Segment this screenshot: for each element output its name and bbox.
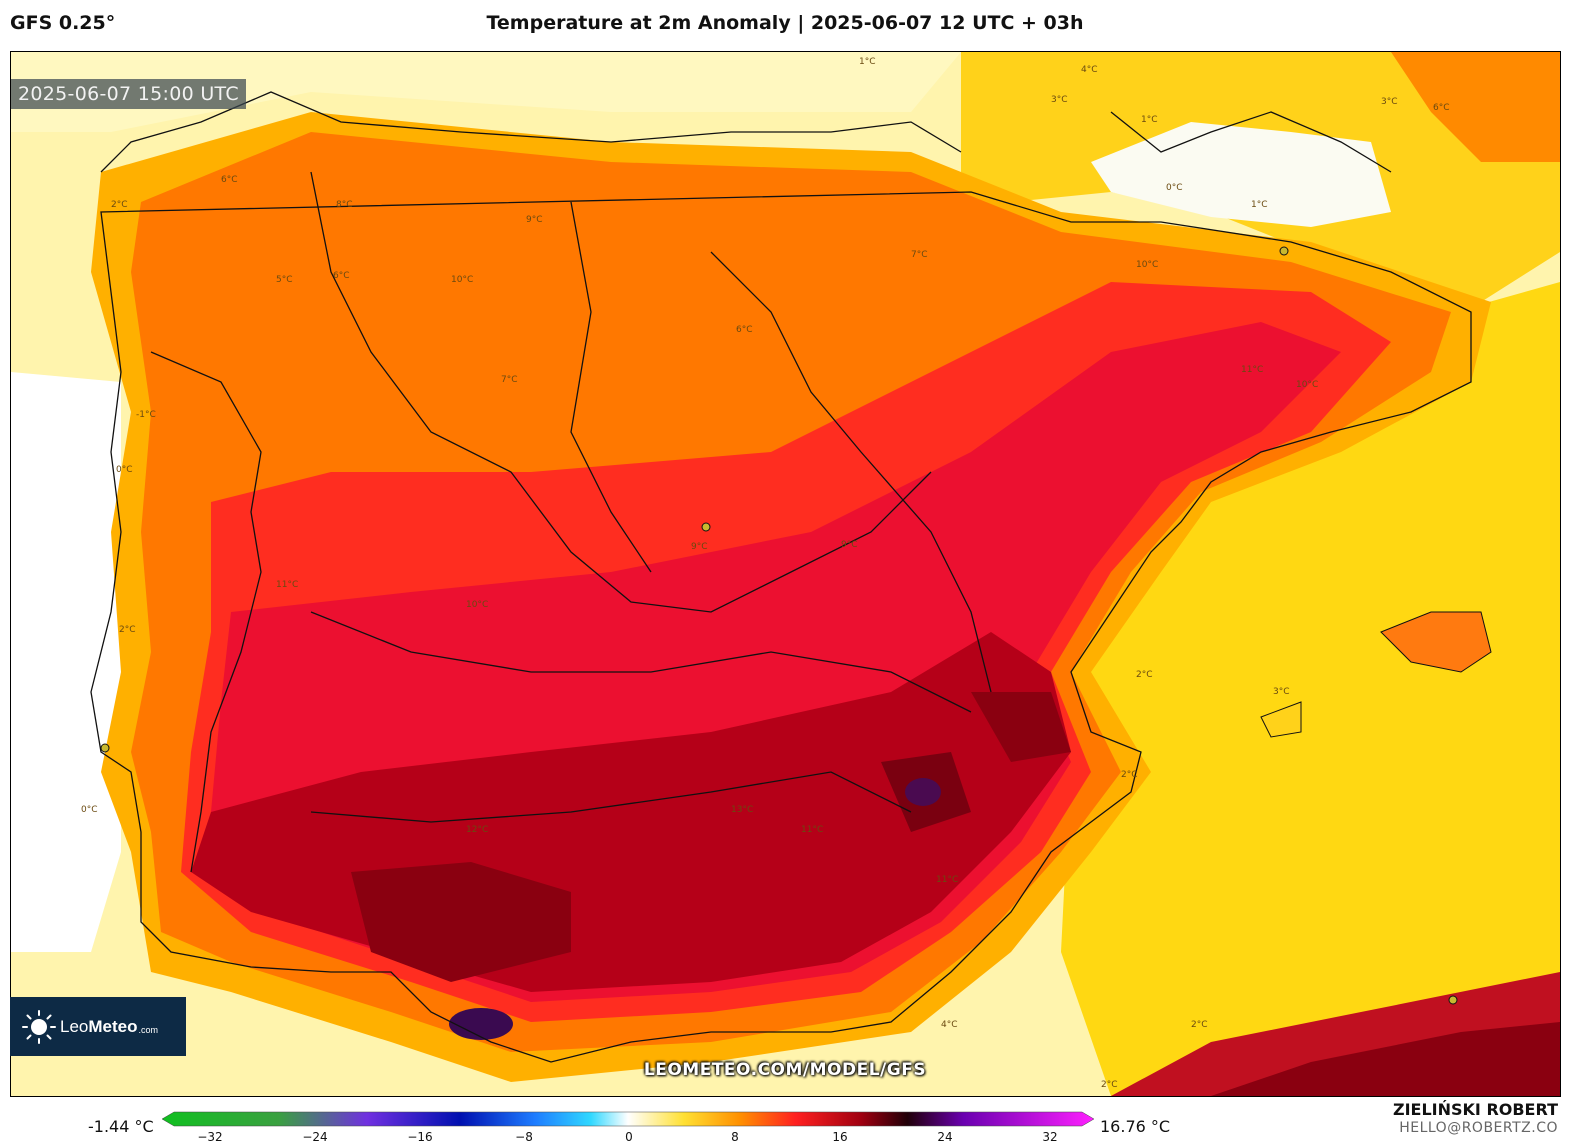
map-panel[interactable]: 1°C 4°C 3°C 1°C 0°C 1°C 6°C 2°C 5°C 6°C … <box>10 51 1561 1097</box>
contour-label: 1°C <box>1141 115 1158 125</box>
colorbar-tick: 0 <box>625 1130 633 1144</box>
contour-labels: 1°C 4°C 3°C 1°C 0°C 1°C 6°C 2°C 5°C 6°C … <box>81 57 1450 1090</box>
contour-label: 7°C <box>501 375 518 385</box>
brand-light: Leo <box>60 1016 89 1036</box>
model-label: GFS 0.25° <box>10 12 116 34</box>
contour-label: 10°C <box>466 600 488 610</box>
contour-label: 8°C <box>336 200 353 210</box>
contour-label: 11°C <box>276 580 298 590</box>
mallorca <box>1380 611 1492 673</box>
colorbar-min-label: -1.44 °C <box>88 1117 154 1136</box>
sun-icon <box>22 1009 56 1044</box>
contour-label: 3°C <box>1273 687 1290 697</box>
colorbar-tick: 16 <box>832 1130 848 1144</box>
contour-label: 10°C <box>1136 260 1158 270</box>
colorbar-tick: 32 <box>1042 1130 1058 1144</box>
contour-label: 9°C <box>526 215 543 225</box>
atlantic-coast <box>11 372 121 952</box>
author-name: ZIELIŃSKI ROBERT <box>1392 1100 1558 1119</box>
contour-label: 6°C <box>1433 103 1450 113</box>
north-africa-hotter <box>1211 1022 1560 1096</box>
colorbar-tick: −8 <box>515 1130 533 1144</box>
contour-label: 6°C <box>333 271 350 281</box>
contour-label: 2°C <box>1101 1080 1118 1090</box>
contour-label: 2°C <box>1121 770 1138 780</box>
contour-label: 3°C <box>1381 97 1398 107</box>
contour-label: 2°C <box>1191 1020 1208 1030</box>
brand-suffix: .com <box>138 1024 159 1035</box>
brand-bold: Meteo <box>88 1016 138 1036</box>
contour-label: 2°C <box>111 200 128 210</box>
contour-label: 6°C <box>221 175 238 185</box>
contour-label: 11°C <box>1241 365 1263 375</box>
contour-label: 2°C <box>119 625 136 635</box>
contour-label: 0°C <box>1166 183 1183 193</box>
andorra-marker <box>1279 246 1289 256</box>
contour-label: 3°C <box>1051 95 1068 105</box>
colorbar-tick: −24 <box>302 1130 328 1144</box>
colorbar <box>162 1111 1094 1127</box>
author-email[interactable]: HELLO@ROBERTZ.CO <box>1399 1120 1558 1136</box>
contour-label: 4°C <box>1081 65 1098 75</box>
cold-patch <box>1091 122 1391 227</box>
france-hot-region <box>1391 52 1560 162</box>
colorbar-tick: 8 <box>731 1130 739 1144</box>
chart-title: Temperature at 2m Anomaly | 2025-06-07 1… <box>486 12 1084 34</box>
contour-label: 10°C <box>1296 380 1318 390</box>
contour-label: 11°C <box>936 875 958 885</box>
source-watermark: LEOMETEO.COM/MODEL/GFS <box>643 1060 927 1080</box>
colorbar-tick: −16 <box>407 1130 433 1144</box>
peak-spot-2 <box>905 778 941 806</box>
contour-label: 1°C <box>859 57 876 67</box>
anomaly-map: 1°C 4°C 3°C 1°C 0°C 1°C 6°C 2°C 5°C 6°C … <box>11 52 1560 1096</box>
contour-label: 0°C <box>116 465 133 475</box>
contour-label: 2°C <box>1136 670 1153 680</box>
contour-label: 1°C <box>1251 200 1268 210</box>
madrid-marker <box>701 522 711 532</box>
lisbon-marker <box>100 743 110 753</box>
peak-spot-1 <box>449 1008 513 1040</box>
hotspot-3 <box>971 692 1071 762</box>
contour-label: 9°C <box>691 542 708 552</box>
algiers-marker <box>1448 995 1458 1005</box>
colorbar-max-label: 16.76 °C <box>1100 1117 1171 1136</box>
contour-label: 10°C <box>451 275 473 285</box>
contour-label: 9°C <box>841 540 858 550</box>
contour-label: -1°C <box>136 410 156 420</box>
contour-label: 0°C <box>81 805 98 815</box>
contour-label: 12°C <box>466 825 488 835</box>
leometeo-logo[interactable]: Leo Meteo .com <box>10 997 186 1056</box>
contour-label: 7°C <box>911 250 928 260</box>
bay-of-biscay <box>11 52 961 132</box>
borders <box>90 91 1472 1063</box>
contour-label: 11°C <box>801 825 823 835</box>
contour-label: 6°C <box>736 325 753 335</box>
ibiza <box>1260 701 1302 738</box>
contour-label: 4°C <box>941 1020 958 1030</box>
valid-time-badge: 2025-06-07 15:00 UTC <box>11 79 246 109</box>
hotspot-1 <box>351 862 571 982</box>
colorbar-tick: 24 <box>937 1130 953 1144</box>
contour-label: 13°C <box>731 805 753 815</box>
contour-label: 5°C <box>276 275 293 285</box>
colorbar-tick: −32 <box>197 1130 223 1144</box>
